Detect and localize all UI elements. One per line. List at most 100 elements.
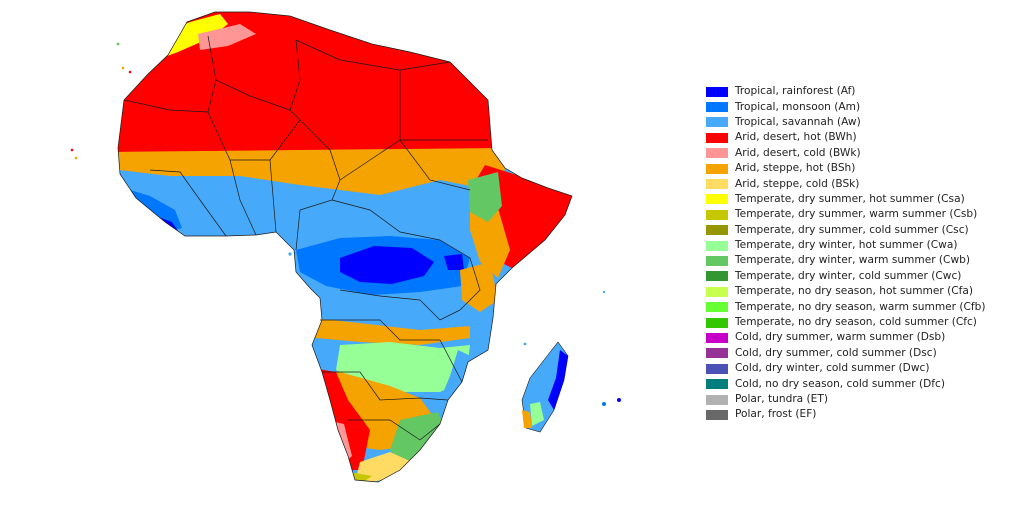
legend-swatch <box>706 348 728 359</box>
legend-swatch <box>706 302 728 313</box>
zone-southern-highlands-cwa <box>336 342 470 392</box>
legend-swatch <box>706 117 728 128</box>
border-egypt-sudan <box>399 61 488 141</box>
legend-label: Arid, desert, hot (BWh) <box>735 131 857 144</box>
legend-swatch <box>706 271 728 282</box>
legend-label: Polar, tundra (ET) <box>735 393 828 405</box>
island-mauritius <box>602 402 606 406</box>
legend-item: Polar, tundra (ET) <box>706 392 1016 407</box>
legend-swatch <box>706 317 728 328</box>
legend-swatch <box>706 132 728 143</box>
legend-label: Temperate, no dry season, cold summer (C… <box>735 316 977 329</box>
legend-item: Temperate, dry summer, cold summer (Csc) <box>706 223 1016 238</box>
legend-label: Temperate, dry winter, hot summer (Cwa) <box>735 239 958 252</box>
madagascar-southwest-steppe <box>522 410 532 428</box>
border-namibia-botswana <box>322 371 449 401</box>
legend-label: Cold, no dry season, cold summer (Dfc) <box>735 377 945 390</box>
border-east-africa <box>439 239 481 311</box>
legend-label: Tropical, monsoon (Am) <box>735 100 861 113</box>
legend-swatch <box>706 240 728 251</box>
legend-label: Temperate, no dry season, warm summer (C… <box>735 300 986 313</box>
legend-label: Temperate, dry winter, cold summer (Cwc) <box>735 269 962 282</box>
legend-swatch <box>706 379 728 390</box>
legend-swatch <box>706 194 728 205</box>
legend-swatch <box>706 209 728 220</box>
zone-congo-rainforest <box>340 246 434 284</box>
border-west-africa <box>149 169 227 237</box>
legend-label: Temperate, dry summer, warm summer (Csb) <box>735 208 978 221</box>
madagascar <box>521 341 569 433</box>
border-drc <box>339 289 461 321</box>
legend-item: Temperate, no dry season, warm summer (C… <box>706 299 1016 314</box>
island-comoros <box>523 342 527 346</box>
legend-label: Temperate, no dry season, hot summer (Cf… <box>735 285 973 298</box>
legend-label: Arid, steppe, cold (BSk) <box>735 177 860 190</box>
zone-sahara-desert <box>118 12 572 160</box>
legend-item: Cold, dry winter, cold summer (Dwc) <box>706 361 1016 376</box>
island-madeira <box>116 42 120 46</box>
legend-label: Temperate, dry winter, warm summer (Cwb) <box>735 254 970 267</box>
country-borders <box>117 11 573 483</box>
legend-item: Cold, dry summer, warm summer (Dsb) <box>706 330 1016 345</box>
madagascar-rainforest <box>548 350 568 410</box>
zone-lake-region-rainforest <box>444 254 464 270</box>
zone-ethiopian-highlands <box>468 172 502 222</box>
legend-label: Arid, steppe, hot (BSh) <box>735 162 856 175</box>
island-cape-verde-2 <box>74 156 78 160</box>
legend-label: Temperate, dry summer, hot summer (Csa) <box>735 192 965 205</box>
legend-item: Cold, no dry season, cold summer (Dfc) <box>706 376 1016 391</box>
legend-label: Tropical, rainforest (Af) <box>735 85 856 98</box>
legend-swatch <box>706 148 728 159</box>
legend-item: Tropical, rainforest (Af) <box>706 84 1016 99</box>
islands <box>70 42 621 406</box>
island-seychelles <box>602 290 606 294</box>
island-canary-2 <box>128 70 132 74</box>
legend-label: Temperate, dry summer, cold summer (Csc) <box>735 223 969 236</box>
map-svg <box>70 11 621 483</box>
legend-label: Cold, dry winter, cold summer (Dwc) <box>735 362 930 375</box>
legend-swatch <box>706 394 728 405</box>
island-canary-1 <box>121 66 125 70</box>
legend-item: Arid, desert, cold (BWk) <box>706 146 1016 161</box>
zone-maghreb-bwk <box>198 24 256 50</box>
island-sao-tome <box>288 252 292 256</box>
legend-swatch <box>706 163 728 174</box>
border-libya <box>295 39 401 140</box>
africa-climate-map <box>70 11 621 483</box>
legend-item: Temperate, dry winter, warm summer (Cwb) <box>706 253 1016 268</box>
legend-item: Temperate, no dry season, cold summer (C… <box>706 315 1016 330</box>
legend-label: Tropical, savannah (Aw) <box>735 115 861 128</box>
legend-label: Cold, dry summer, cold summer (Dsc) <box>735 346 937 359</box>
climate-zones <box>118 12 572 482</box>
legend-item: Cold, dry summer, cold summer (Dsc) <box>706 346 1016 361</box>
legend-item: Temperate, dry winter, hot summer (Cwa) <box>706 238 1016 253</box>
legend-item: Temperate, no dry season, hot summer (Cf… <box>706 284 1016 299</box>
continent-outline <box>117 11 573 483</box>
island-reunion <box>617 398 621 402</box>
border-angola-zambia <box>320 319 463 383</box>
border-sudan <box>339 139 471 191</box>
border-south-africa <box>348 419 441 441</box>
legend-label: Arid, desert, cold (BWk) <box>735 146 861 159</box>
zone-maghreb-csa <box>160 14 228 58</box>
legend-swatch <box>706 102 728 113</box>
legend-item: Arid, desert, hot (BWh) <box>706 130 1016 145</box>
legend-item: Polar, frost (EF) <box>706 407 1016 422</box>
zone-southern-steppe <box>312 318 470 345</box>
legend-swatch <box>706 409 728 420</box>
climate-legend: Tropical, rainforest (Af) Tropical, monso… <box>706 84 1016 423</box>
border-ghana-nigeria <box>229 159 277 236</box>
legend-item: Arid, steppe, hot (BSh) <box>706 161 1016 176</box>
legend-swatch <box>706 179 728 190</box>
border-mauritania <box>123 79 217 113</box>
madagascar-highland <box>530 402 544 426</box>
legend-item: Temperate, dry winter, cold summer (Cwc) <box>706 269 1016 284</box>
legend-item: Temperate, dry summer, hot summer (Csa) <box>706 192 1016 207</box>
legend-label: Cold, dry summer, warm summer (Dsb) <box>735 331 946 344</box>
legend-swatch <box>706 255 728 266</box>
legend-swatch <box>706 363 728 374</box>
border-central-africa <box>295 199 441 251</box>
zone-sahel-steppe <box>118 148 505 195</box>
island-cape-verde-1 <box>70 148 74 152</box>
legend-swatch <box>706 86 728 97</box>
